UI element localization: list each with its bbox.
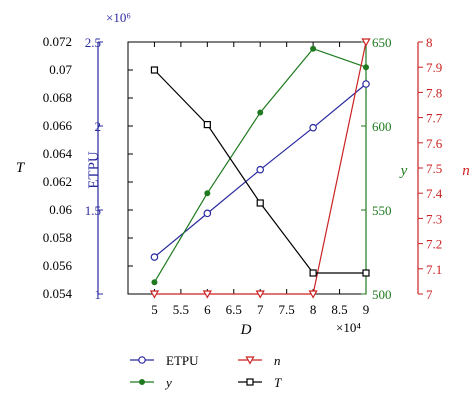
legend-label: n (274, 353, 281, 368)
legend-marker (138, 378, 145, 385)
series-line-y (153, 48, 367, 283)
x-tick-label: 8.5 (331, 302, 347, 317)
ETPU-axis-title: ETPU (86, 151, 102, 189)
legend: ETPU n y T (130, 353, 282, 390)
legend-marker (138, 356, 146, 364)
T-tick-label: 0.066 (43, 118, 73, 133)
series-y (151, 45, 369, 286)
data-point-T (309, 269, 317, 277)
data-point-ETPU (203, 209, 212, 218)
n-tick-label: 7.7 (426, 111, 443, 126)
legend-item-ETPU: ETPU (130, 353, 199, 368)
data-point-ETPU (362, 80, 370, 88)
n-tick-label: 7.5 (426, 161, 442, 176)
ETPU-tick-label: 1.5 (85, 203, 101, 218)
T-tick-label: 0.058 (43, 230, 72, 245)
data-point-n (308, 290, 318, 299)
data-point-y (257, 109, 264, 116)
x-tick-label: 9 (363, 302, 370, 317)
legend-marker (246, 378, 254, 386)
legend-label: y (164, 375, 172, 390)
ETPU-tick-label: 1 (95, 287, 102, 302)
T-tick-label: 0.07 (49, 62, 72, 77)
y-tick-label: 650 (372, 35, 392, 50)
x-axis-title: D (240, 322, 252, 338)
n-tick-label: 7.8 (426, 85, 442, 100)
n-axis-title: n (462, 163, 470, 179)
legend-marker (245, 356, 255, 365)
y-tick-label: 550 (372, 203, 392, 218)
x-tick-label: 8 (310, 302, 317, 317)
T-tick-label: 0.068 (43, 90, 72, 105)
legend-item-y: y (130, 375, 172, 390)
data-point-y (204, 190, 211, 197)
ETPU-tick-label: 2.5 (85, 35, 101, 50)
data-point-ETPU (150, 253, 159, 261)
T-tick-label: 0.06 (49, 202, 72, 217)
T-tick-label: 0.064 (43, 146, 73, 161)
n-tick-label: 7.9 (426, 60, 442, 75)
ETPU-axis-exponent: ×10⁶ (106, 10, 131, 25)
series-T (150, 66, 370, 277)
ETPU-tick-label: 2 (95, 119, 102, 134)
legend-label: T (274, 375, 282, 390)
x-tick-label: 5 (151, 302, 158, 317)
x-tick-label: 5.5 (173, 302, 189, 317)
y-axis-title: y (399, 163, 408, 179)
data-point-T (203, 120, 211, 129)
n-tick-label: 7.6 (426, 136, 443, 151)
n-tick-label: 7.1 (426, 262, 442, 277)
data-point-T (362, 269, 370, 277)
x-axis-exponent: ×10⁴ (336, 320, 361, 335)
data-point-n (149, 290, 160, 299)
legend-label: ETPU (166, 353, 199, 368)
x-tick-label: 6 (204, 302, 211, 317)
y-tick-label: 500 (372, 287, 392, 302)
series-n (149, 38, 371, 299)
n-tick-label: 7.3 (426, 211, 442, 226)
axes-layer: 5 5.5 6 6.5 7 7.5 8 8.5 9 D ×10⁴ 0.054 0.056 0.058 0.0… (16, 10, 470, 338)
legend-item-T: T (238, 375, 282, 390)
data-point-y (310, 45, 317, 52)
n-tick-label: 7.4 (426, 186, 443, 201)
x-tick-label: 6.5 (226, 302, 242, 317)
T-axis-title: T (16, 160, 26, 176)
x-tick-label: 7 (257, 302, 264, 317)
x-tick-label: 7.5 (279, 302, 295, 317)
T-tick-label: 0.054 (43, 286, 73, 301)
n-tick-label: 8 (426, 35, 433, 50)
T-tick-label: 0.072 (43, 34, 72, 49)
legend-item-n: n (238, 353, 281, 368)
T-tick-label: 0.062 (43, 174, 72, 189)
y-tick-label: 600 (372, 119, 392, 134)
data-point-y (362, 64, 369, 71)
data-point-T (256, 199, 264, 207)
data-point-n (255, 290, 265, 299)
data-point-n (361, 38, 371, 47)
data-point-ETPU (256, 165, 265, 174)
data-point-n (202, 290, 212, 299)
n-tick-label: 7 (426, 287, 433, 302)
n-tick-label: 7.2 (426, 237, 442, 252)
series-ETPU (150, 80, 370, 261)
data-point-y (151, 279, 158, 286)
series-layer (149, 38, 371, 299)
data-point-T (150, 66, 159, 74)
data-point-ETPU (309, 123, 317, 132)
T-tick-label: 0.056 (43, 258, 73, 273)
